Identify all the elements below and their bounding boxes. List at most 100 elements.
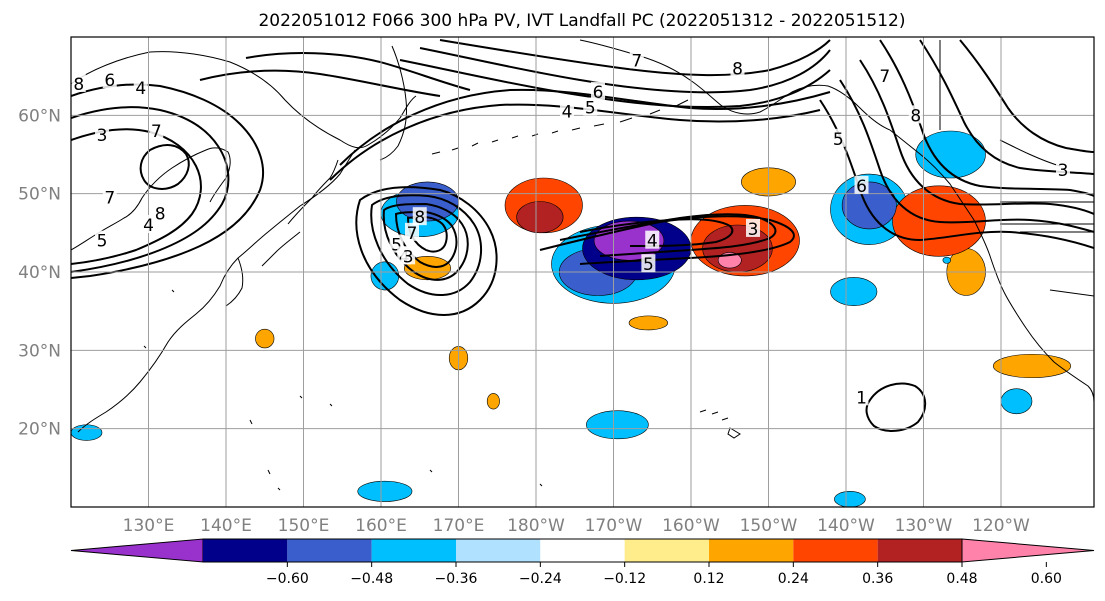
contour-label-halo: [645, 230, 660, 249]
pv-contour-west-ridge: [71, 106, 230, 273]
contour-label-halo: [831, 128, 846, 147]
pv-contour-label: 3: [403, 247, 414, 267]
contour-label-halo: [405, 222, 419, 241]
contour-label-halo: [854, 175, 869, 194]
contour-label-halo: [877, 66, 892, 85]
map-title: 2022051012 F066 300 hPa PV, IVT Landfall…: [258, 11, 905, 31]
pv-contour-closed-low: [865, 382, 927, 432]
pv-contour-label: 5: [97, 232, 108, 252]
pacific-islands: [143, 289, 543, 491]
pv-contour-mid: [539, 215, 795, 265]
pv-contour-north: [399, 59, 831, 109]
pv-contour-east-trough: [819, 99, 1094, 249]
longitude-tick-label: 170°E: [433, 516, 485, 536]
pv-contour-labels: 8643778458754345387654658731: [71, 50, 1070, 408]
pv-contour-label: 7: [104, 189, 115, 209]
ivt-anomaly-region: [1000, 388, 1033, 415]
contour-label-halo: [641, 254, 656, 273]
border-lines: [939, 40, 1094, 297]
latitude-axis: 60°N 50°N 40°N 30°N 20°N: [18, 106, 61, 439]
hawaii-islands: [699, 409, 741, 439]
pv-contour-north: [439, 39, 831, 77]
pv-contour-label: 4: [647, 232, 658, 252]
pv-contour-label: 8: [155, 204, 166, 224]
pv-contour-mid: [559, 213, 777, 257]
contour-label-halo: [133, 77, 148, 96]
pv-contour-label: 3: [748, 220, 759, 240]
contour-label-halo: [141, 215, 156, 233]
pv-contour-east-trough: [959, 39, 1094, 153]
colorbar-tick-label: 0.12: [693, 571, 724, 587]
longitude-tick-label: 130°W: [895, 516, 953, 536]
longitude-tick-label: 150°W: [740, 516, 798, 536]
pv-contour-label: 6: [856, 177, 867, 197]
colorbar-tick-label: 0.36: [862, 571, 893, 587]
longitude-tick-label: 140°E: [200, 516, 252, 536]
contour-label-halo: [102, 70, 117, 89]
korea-coastline: [225, 257, 244, 307]
pv-contour-mid: [579, 218, 734, 247]
pv-contour-label: 1: [856, 388, 867, 408]
ivt-anomaly-region: [992, 353, 1072, 379]
pv-contour-label: 4: [562, 102, 573, 122]
pv-contour-ridge: [339, 88, 831, 166]
pv-contour-cyclone-outer: [355, 186, 498, 316]
latitude-tick-label: 20°N: [18, 420, 61, 440]
colorbar-segment: [877, 539, 962, 562]
colorbar-segment: [287, 539, 372, 562]
colorbar-tick-label: 0.24: [778, 571, 809, 587]
contour-label-halo: [95, 124, 109, 143]
longitude-tick-label: 180°W: [507, 516, 565, 536]
pv-contour-label: 5: [585, 99, 596, 119]
pv-contour-north: [245, 52, 471, 91]
contour-label-halo: [583, 97, 598, 116]
pv-contour-label: 5: [643, 255, 654, 275]
ivt-anomaly-region: [255, 328, 275, 349]
colorbar-tick-label: 0.60: [1031, 571, 1062, 587]
contour-label-halo: [401, 246, 416, 265]
ivt-anomaly-region: [942, 256, 951, 264]
pv-contour-label: 4: [143, 216, 154, 236]
pv-contour-label: 6: [104, 71, 115, 91]
pv-contour-label: 7: [879, 67, 890, 87]
contour-label-halo: [908, 105, 923, 124]
pv-contour-label: 5: [391, 236, 402, 256]
pv-contour-cyclone-core: [406, 215, 448, 253]
colorbar-tick-label: −0.48: [350, 571, 393, 587]
colorbar-tick-label: −0.12: [603, 571, 646, 587]
colorbar-segment: [540, 539, 625, 562]
contour-label-halo: [1056, 160, 1070, 179]
colorbar-upper-extension: [961, 538, 1095, 563]
pv-contour-east-trough: [879, 39, 1094, 197]
pv-contour-label: 4: [135, 79, 146, 99]
pv-contour-label: 8: [414, 208, 425, 228]
pv-contour-label: 3: [1058, 161, 1069, 181]
longitude-tick-label: 120°W: [972, 516, 1030, 536]
colorbar-tick-label: −0.60: [266, 571, 309, 587]
north-america-coastline: [889, 129, 1094, 403]
contour-label-halo: [560, 101, 574, 120]
pv-contour-label: 8: [910, 106, 921, 126]
pv-contour-cyclone: [370, 194, 483, 297]
colorbar-segment: [624, 539, 709, 562]
pv-contour-label: 6: [593, 83, 604, 103]
longitude-tick-label: 140°W: [817, 516, 875, 536]
colorbar-segment: [709, 539, 794, 562]
pv-contour-label: 5: [833, 130, 844, 150]
aleutian-islands: [431, 99, 689, 155]
latitude-tick-label: 40°N: [18, 263, 61, 283]
pv-contour-east-trough: [859, 59, 1094, 215]
latitude-tick-label: 60°N: [18, 106, 61, 126]
latitude-tick-label: 30°N: [18, 341, 61, 361]
contour-label-halo: [591, 81, 605, 100]
colorbar-tick-label: −0.24: [519, 571, 562, 587]
pv-contour-label: 8: [73, 75, 84, 95]
graticule: [71, 37, 1094, 507]
contour-label-halo: [412, 207, 427, 226]
ivt-anomaly-region: [586, 410, 649, 440]
latitude-tick-label: 50°N: [18, 185, 61, 205]
contour-label-halo: [153, 203, 168, 222]
longitude-tick-label: 160°W: [662, 516, 720, 536]
colorbar-segment: [203, 539, 288, 562]
